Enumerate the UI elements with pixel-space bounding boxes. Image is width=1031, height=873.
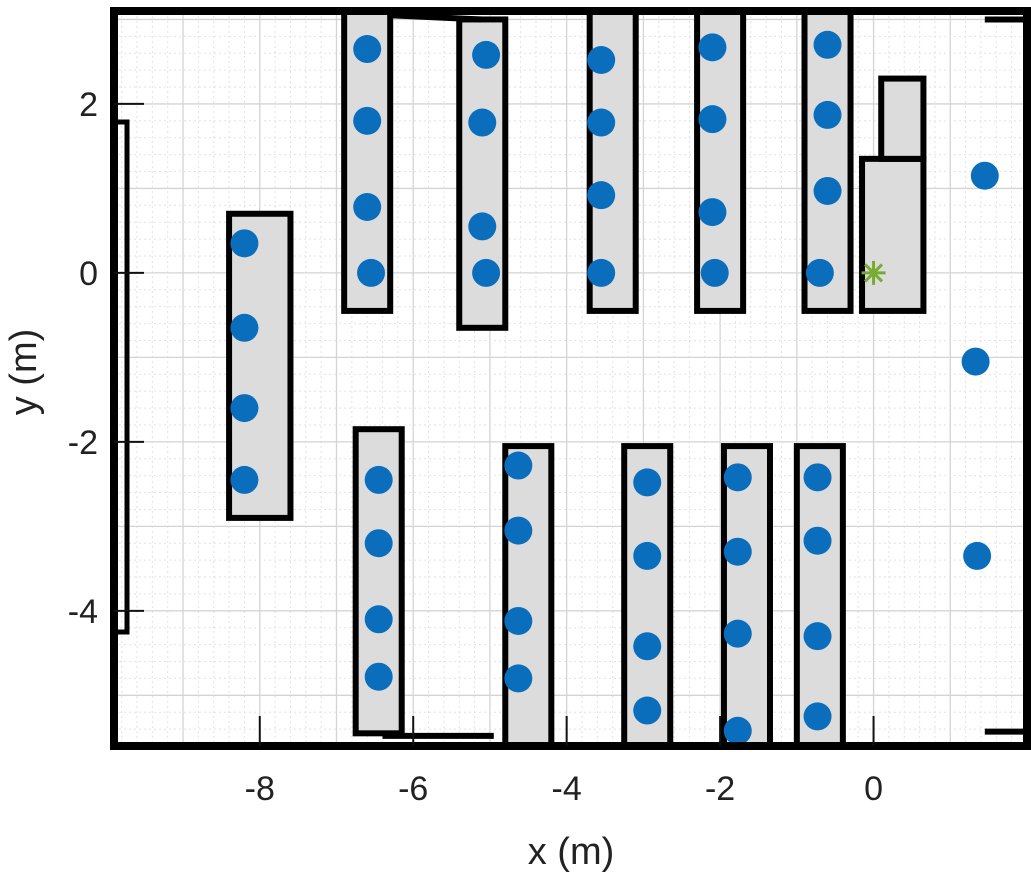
data-point: [364, 662, 393, 691]
data-point: [813, 176, 842, 205]
x-tick-label: -6: [398, 770, 428, 808]
obstacle-rect: [502, 443, 555, 749]
x-tick-label: -8: [245, 770, 275, 808]
y-tick-label: -2: [68, 424, 98, 462]
data-point: [230, 465, 259, 494]
data-point: [723, 716, 752, 745]
wall-segment: [390, 12, 483, 23]
data-point: [587, 258, 616, 287]
data-point: [468, 108, 497, 137]
left-wall-panel: [111, 119, 130, 635]
data-point: [230, 229, 259, 258]
data-points: [230, 30, 999, 745]
data-point: [230, 313, 259, 342]
x-axis-label: x (m): [528, 831, 615, 873]
data-point: [970, 161, 999, 190]
data-point: [805, 258, 834, 287]
x-tick-label: -4: [552, 770, 582, 808]
origin-marker: [861, 260, 886, 285]
x-tick-label: 0: [864, 770, 883, 808]
y-tick-label: -4: [68, 593, 98, 631]
data-point: [364, 605, 393, 634]
data-point: [633, 468, 662, 497]
data-point: [633, 632, 662, 661]
data-point: [633, 696, 662, 725]
obstacles: [226, 8, 927, 749]
data-point: [504, 516, 533, 545]
data-point: [723, 619, 752, 648]
walls: [382, 12, 1027, 739]
data-point: [353, 35, 382, 64]
data-point: [803, 526, 832, 555]
data-point: [504, 606, 533, 635]
data-point: [472, 258, 501, 287]
obstacle-rect: [720, 443, 773, 749]
data-point: [504, 451, 533, 480]
data-point: [723, 537, 752, 566]
axes-frame: [110, 7, 1031, 750]
data-point: [468, 212, 497, 241]
ticks: -8 -6 -4 -2 0 2 0 -2 -4: [68, 86, 883, 808]
data-point: [961, 347, 990, 376]
data-point: [700, 258, 729, 287]
obstacle-rect: [793, 443, 846, 749]
x-tick-label: -2: [705, 770, 735, 808]
data-point: [803, 702, 832, 731]
data-point: [698, 105, 727, 134]
y-tick-label: 2: [79, 86, 98, 124]
data-point: [364, 465, 393, 494]
data-point: [813, 30, 842, 59]
data-point: [633, 541, 662, 570]
y-axis-label: y (m): [3, 329, 45, 416]
data-point: [698, 198, 727, 227]
y-tick-label: 0: [79, 255, 98, 293]
obstacle-rect: [878, 75, 927, 162]
data-point: [504, 664, 533, 693]
data-point: [364, 529, 393, 558]
data-point: [803, 463, 832, 492]
data-point: [353, 193, 382, 221]
data-point: [230, 394, 259, 423]
data-point: [472, 40, 501, 69]
data-point: [587, 108, 616, 137]
data-point: [813, 100, 842, 129]
data-point: [723, 463, 752, 492]
data-point: [698, 33, 727, 62]
data-point: [587, 46, 616, 74]
asterisk-stroke: [864, 263, 884, 283]
data-point: [357, 258, 386, 287]
data-point: [803, 622, 832, 651]
obstacle-rect: [859, 155, 927, 314]
data-point: [353, 106, 382, 135]
data-point: [587, 181, 616, 210]
data-point: [963, 541, 992, 570]
